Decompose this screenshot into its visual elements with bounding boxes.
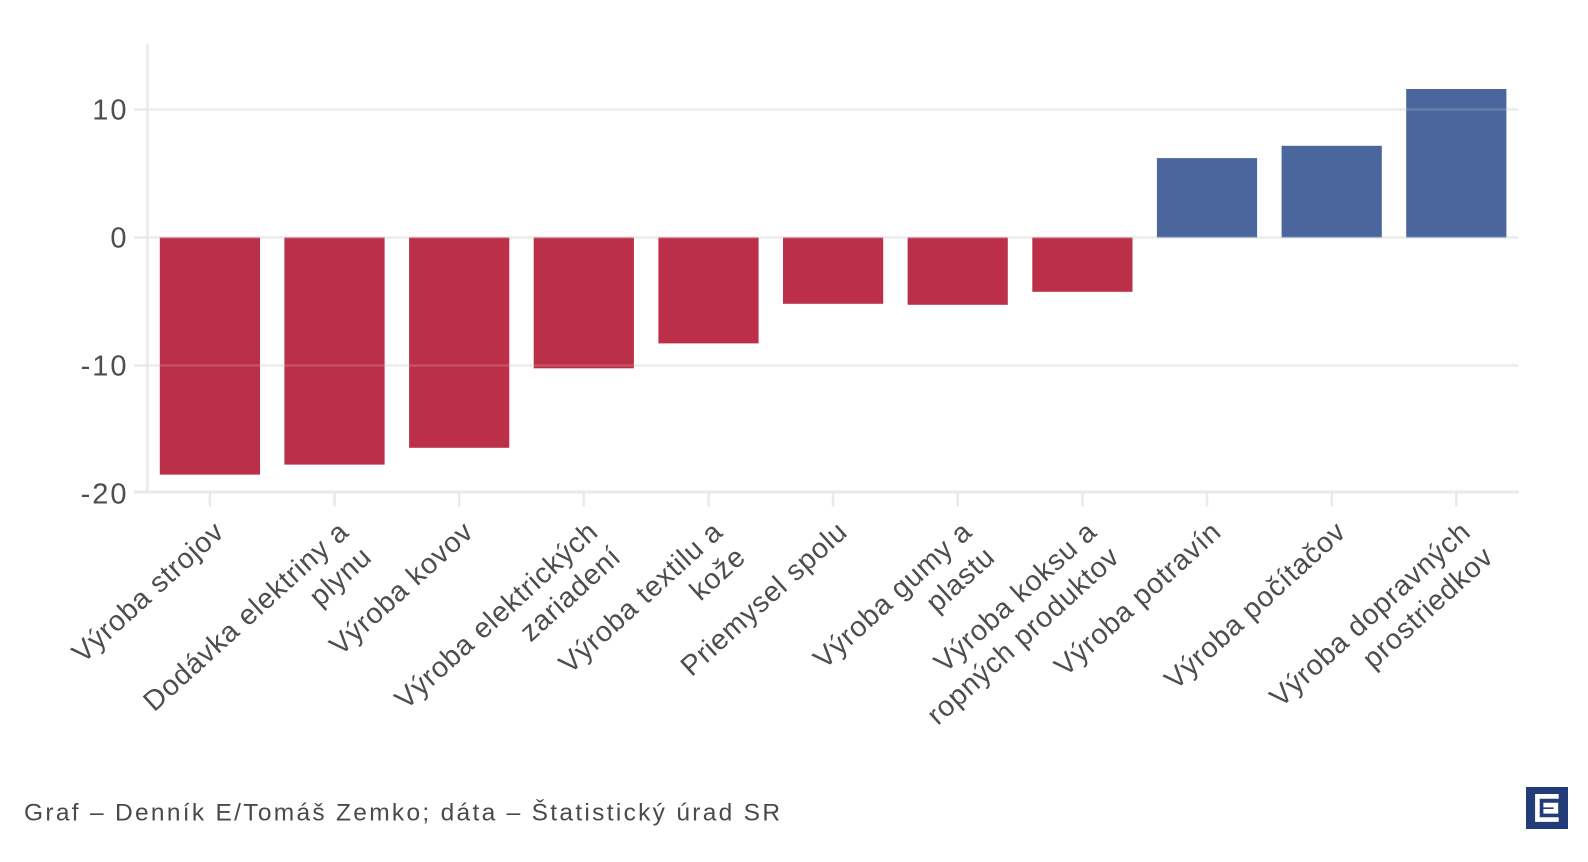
svg-text:-20: -20 <box>81 479 129 511</box>
svg-text:0: 0 <box>110 223 128 255</box>
svg-text:10: 10 <box>92 95 128 127</box>
svg-text:-10: -10 <box>81 351 129 383</box>
svg-text:Graf – Denník E/Tomáš Zemko; d: Graf – Denník E/Tomáš Zemko; dáta – Štat… <box>24 799 782 827</box>
